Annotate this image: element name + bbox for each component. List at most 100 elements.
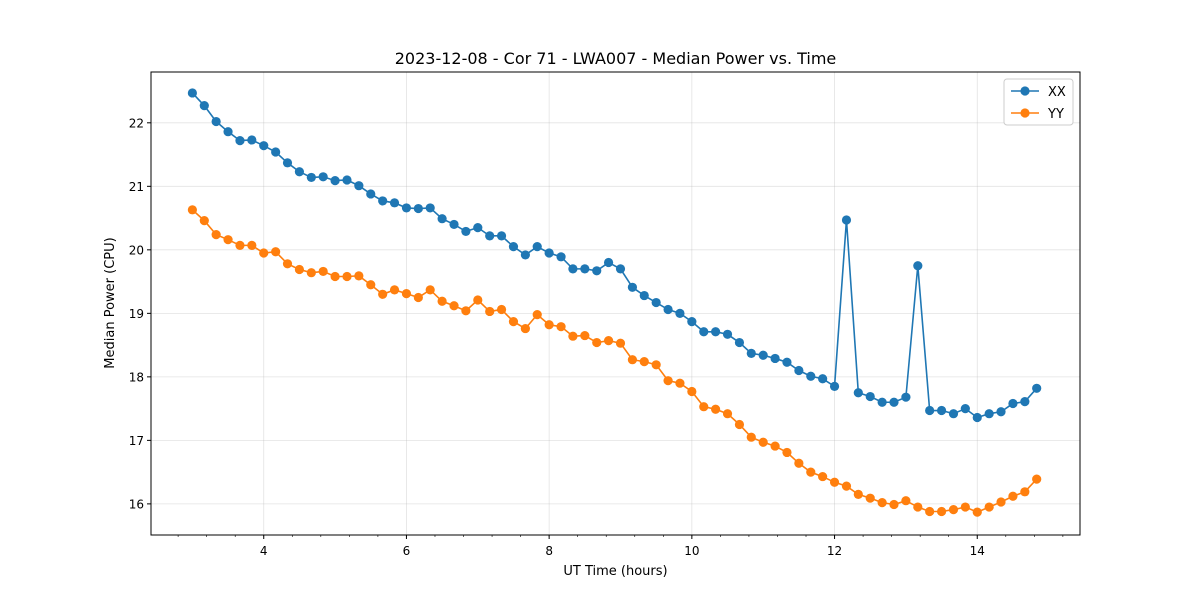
data-point-yy	[259, 248, 269, 258]
data-point-yy	[282, 259, 293, 269]
legend-label-xx: XX	[1048, 85, 1066, 100]
data-point-xx	[806, 371, 816, 381]
y-tick-label: 21	[129, 180, 144, 194]
x-tick-label: 8	[545, 544, 553, 558]
data-point-xx	[461, 226, 471, 237]
data-point-yy	[829, 477, 840, 487]
data-point-xx	[603, 257, 614, 268]
data-point-xx	[294, 167, 305, 177]
data-point-yy	[437, 296, 447, 306]
data-point-yy	[639, 357, 649, 367]
data-point-xx	[913, 261, 923, 271]
data-point-yy	[675, 378, 685, 388]
data-point-xx	[889, 397, 899, 407]
plot-frame	[150, 71, 1081, 536]
data-point-xx	[841, 215, 852, 225]
y-tick-label: 19	[129, 307, 144, 321]
data-point-xx	[865, 391, 875, 402]
data-point-yy	[746, 432, 756, 442]
data-point-xx	[627, 282, 638, 292]
x-tick-label: 6	[403, 544, 411, 558]
data-point-yy	[473, 295, 483, 305]
data-point-xx	[1032, 383, 1042, 393]
data-point-yy	[342, 271, 352, 282]
data-point-yy	[687, 386, 697, 397]
x-tick-label: 4	[260, 544, 268, 558]
data-point-yy	[508, 317, 519, 327]
data-point-xx	[925, 405, 935, 416]
data-point-yy	[734, 419, 745, 430]
data-point-xx	[235, 135, 245, 146]
data-point-xx	[1020, 397, 1030, 407]
series-group	[187, 88, 1042, 517]
data-point-yy	[1020, 487, 1030, 497]
data-point-xx	[282, 158, 293, 168]
x-tick-label: 10	[684, 544, 699, 558]
data-point-xx	[413, 203, 423, 214]
data-point-xx	[996, 407, 1006, 417]
data-point-yy	[925, 506, 935, 517]
data-point-xx	[425, 203, 435, 213]
data-point-xx	[496, 231, 507, 241]
data-point-xx	[794, 365, 804, 376]
data-point-xx	[342, 175, 352, 185]
data-point-yy	[1008, 491, 1018, 501]
data-point-xx	[651, 297, 661, 308]
data-point-yy	[913, 502, 923, 512]
data-point-yy	[330, 271, 340, 282]
data-point-yy	[972, 507, 982, 517]
legend-marker-yy	[1020, 108, 1030, 118]
data-point-yy	[532, 310, 542, 320]
data-point-yy	[378, 289, 388, 299]
data-point-yy	[948, 504, 959, 515]
data-point-xx	[259, 141, 269, 151]
data-point-yy	[247, 240, 257, 250]
data-point-yy	[520, 323, 530, 334]
data-point-xx	[675, 308, 685, 318]
data-point-xx	[318, 172, 328, 182]
data-point-xx	[1008, 398, 1018, 409]
data-point-xx	[829, 381, 840, 391]
data-point-xx	[306, 172, 316, 183]
y-tick-label: 18	[129, 370, 144, 384]
data-point-xx	[389, 198, 400, 208]
data-point-xx	[211, 116, 221, 127]
y-tick-label: 16	[129, 497, 144, 511]
data-point-yy	[271, 247, 281, 257]
data-point-xx	[378, 196, 388, 206]
x-tick-label: 12	[827, 544, 842, 558]
data-point-xx	[544, 248, 554, 258]
data-point-yy	[818, 471, 828, 482]
series-line-xx	[191, 92, 1038, 419]
data-point-yy	[841, 481, 852, 491]
legend-label-yy: YY	[1047, 107, 1064, 122]
data-point-yy	[615, 338, 626, 348]
y-tick-label: 17	[129, 434, 144, 448]
data-point-xx	[187, 88, 197, 98]
data-point-xx	[758, 350, 768, 360]
data-point-xx	[437, 214, 447, 224]
data-point-yy	[699, 402, 709, 412]
y-tick-label: 22	[129, 116, 144, 130]
data-point-yy	[960, 502, 970, 512]
data-point-yy	[889, 499, 899, 510]
x-axis-label: UT Time (hours)	[563, 564, 667, 579]
data-point-xx	[960, 404, 970, 414]
data-point-yy	[782, 447, 792, 458]
data-point-yy	[223, 235, 233, 245]
data-point-yy	[651, 360, 661, 370]
grid	[151, 72, 1080, 535]
data-point-xx	[532, 242, 542, 252]
data-point-xx	[592, 266, 602, 276]
data-point-yy	[996, 497, 1006, 507]
legend: XX YY	[1003, 78, 1074, 126]
data-point-yy	[1032, 474, 1042, 484]
data-point-yy	[354, 271, 364, 281]
y-tick-label: 20	[129, 243, 144, 257]
data-point-xx	[948, 409, 959, 419]
data-point-xx	[568, 264, 578, 274]
legend-marker-xx	[1020, 86, 1030, 96]
data-point-yy	[211, 229, 221, 240]
data-point-yy	[413, 292, 423, 303]
data-point-yy	[877, 498, 887, 508]
